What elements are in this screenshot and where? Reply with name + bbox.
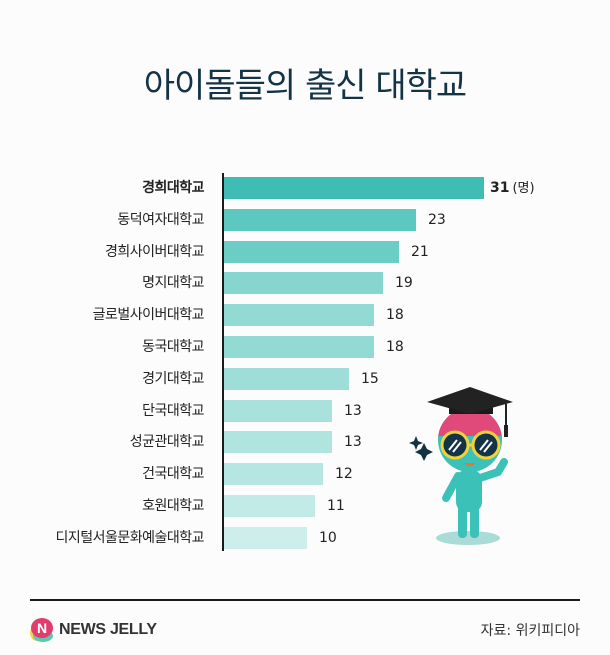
- footer-divider: [30, 599, 580, 601]
- bar-label: 경기대학교: [142, 370, 204, 387]
- bar-value-number: 31: [490, 180, 510, 196]
- bar-value: 23: [428, 211, 446, 228]
- source-note: 자료: 위키피디아: [480, 623, 580, 639]
- bar: [224, 526, 307, 549]
- bar-value: 13: [344, 402, 362, 419]
- graduate-mascot-illustration: [409, 387, 513, 545]
- bar-row: 호원대학교 11: [0, 495, 600, 517]
- svg-text:N: N: [37, 620, 47, 636]
- bar-row: 동덕여자대학교 23: [0, 208, 600, 231]
- bar-row: 동국대학교 18: [0, 336, 600, 358]
- bar: [224, 208, 416, 231]
- bar: [224, 431, 332, 454]
- bar-row: 경희사이버대학교 21: [0, 240, 600, 263]
- bar: [224, 336, 374, 358]
- bar: [224, 304, 374, 327]
- bar-label: 경희사이버대학교: [104, 243, 205, 260]
- brand-name: NEWS JELLY: [59, 621, 157, 638]
- bar: [224, 272, 383, 295]
- chart-title: 아이돌들의 출신 대학교: [143, 66, 467, 106]
- bar-row: 건국대학교 12: [0, 463, 600, 486]
- bar-value: 19: [395, 275, 413, 292]
- bar-row: 글로벌사이버대학교 18: [0, 304, 600, 327]
- bar-label: 호원대학교: [142, 498, 204, 514]
- bar: [224, 177, 484, 199]
- news-jelly-logo: N NEWS JELLY: [28, 617, 157, 643]
- bar-label: 글로벌사이버대학교: [92, 307, 205, 324]
- bar-row: 명지대학교 19: [0, 272, 600, 295]
- bar-value: 11: [327, 498, 345, 514]
- bar-row: 성균관대학교 13: [0, 431, 600, 454]
- bar-value: 18: [386, 307, 404, 324]
- bar: [224, 463, 323, 486]
- bar-label: 경희대학교: [142, 180, 204, 196]
- bar-row: 디지털서울문화예술대학교 10: [0, 526, 600, 549]
- bar: [224, 367, 349, 390]
- bar-value: 13: [344, 434, 362, 451]
- bar-value: 12: [335, 466, 353, 483]
- bar-value: 10: [319, 529, 337, 546]
- bar-chart: 경희대학교 31 (명) 동덕여자대학교 23 경희사이버대학교 21 명지대학교 19 글로벌사…: [0, 173, 600, 551]
- bar: [224, 399, 332, 422]
- bar-value: 15: [361, 370, 379, 387]
- bar-row: 경희대학교 31 (명): [0, 177, 600, 199]
- unit-label: (명): [512, 181, 535, 196]
- jelly-logo-icon: N: [30, 618, 53, 642]
- bar-row: 경기대학교 15: [0, 367, 600, 390]
- bar-label: 성균관대학교: [129, 434, 205, 451]
- bar-label: 명지대학교: [142, 275, 204, 292]
- bar-value: 18: [386, 339, 404, 355]
- bar: [224, 240, 399, 263]
- bar-label: 건국대학교: [142, 466, 204, 483]
- bar: [224, 495, 315, 517]
- bar-label: 동덕여자대학교: [117, 211, 204, 228]
- bar-value: 21: [411, 243, 429, 260]
- bar-row: 단국대학교 13: [0, 399, 600, 422]
- bar-label: 단국대학교: [142, 402, 204, 419]
- bar-value: 31 (명): [490, 177, 535, 199]
- y-axis-line: [222, 173, 224, 551]
- bar-label: 디지털서울문화예술대학교: [55, 529, 204, 546]
- bar-label: 동국대학교: [142, 339, 204, 355]
